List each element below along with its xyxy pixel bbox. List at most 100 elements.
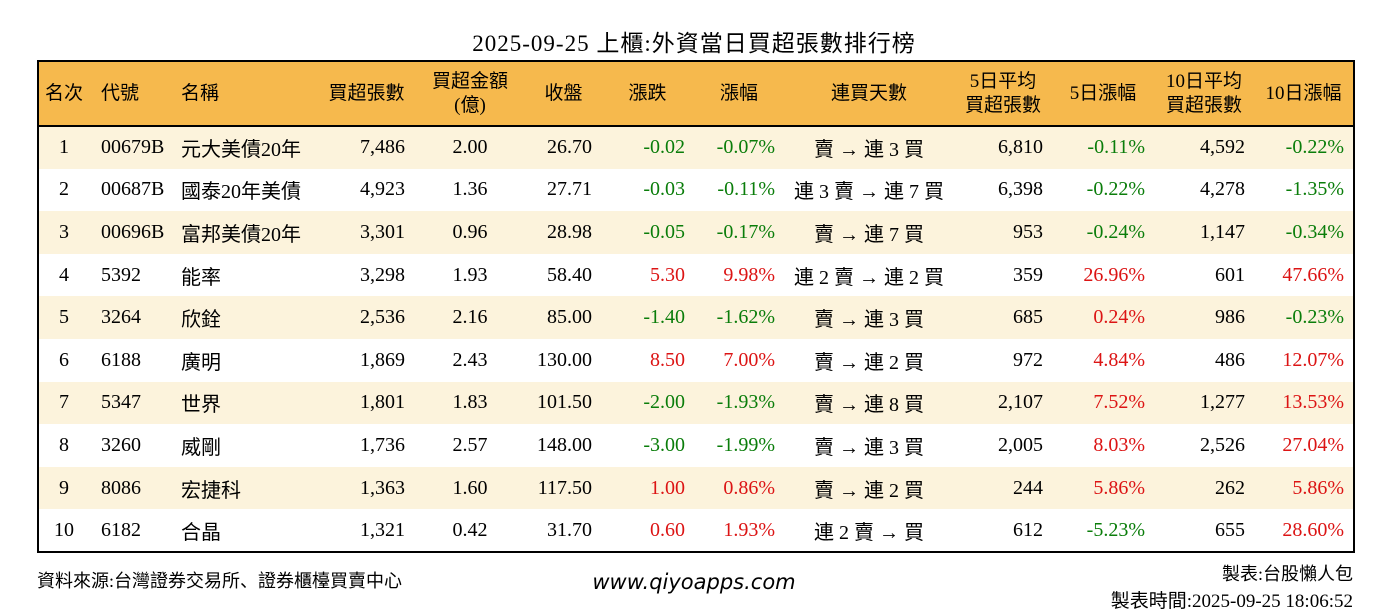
cell-rank: 2 <box>59 178 69 201</box>
cell-code: 00696B <box>101 220 165 243</box>
cell-amount: 1.36 <box>452 178 488 201</box>
cell-streak: 連 2 賣 → 買 <box>814 521 924 544</box>
cell-change: -2.00 <box>643 391 685 414</box>
cell-rank: 5 <box>59 306 69 329</box>
cell-change_pct: 1.93% <box>723 518 775 541</box>
col-header-change-pct: 漲幅 <box>694 61 784 127</box>
cell-amount: 1.60 <box>452 476 488 499</box>
cell-streak: 連 2 賣 → 連 2 買 <box>794 266 944 289</box>
cell-code: 3264 <box>101 306 141 329</box>
report-table: 名次 代號 名稱 買超張數 買超金額 (億) 收盤 漲跌 漲幅 連買天數 5日平… <box>37 60 1355 553</box>
cell-pct10: 27.04% <box>1282 433 1344 456</box>
cell-close: 101.50 <box>537 391 592 414</box>
table-row: 2 00687B 國泰20年美債 4,923 1.36 27.71 -0.03 -0.11% 連… <box>38 168 1354 212</box>
cell-change: 0.60 <box>650 518 685 541</box>
cell-code: 5392 <box>101 263 141 286</box>
table-header: 名次 代號 名稱 買超張數 買超金額 (億) 收盤 漲跌 漲幅 連買天數 5日平… <box>38 61 1354 127</box>
cell-amount: 0.96 <box>452 220 488 243</box>
cell-avg5: 685 <box>1013 306 1043 329</box>
cell-avg10: 1,147 <box>1200 220 1245 243</box>
cell-streak: 賣 → 連 3 買 <box>814 436 924 459</box>
cell-avg10: 4,278 <box>1200 178 1245 201</box>
cell-net_buy: 2,536 <box>360 306 405 329</box>
cell-pct10: 47.66% <box>1282 263 1344 286</box>
cell-pct5: 8.03% <box>1093 433 1145 456</box>
cell-close: 85.00 <box>547 306 592 329</box>
cell-code: 6182 <box>101 518 141 541</box>
cell-pct10: -0.23% <box>1285 306 1344 329</box>
cell-streak: 賣 → 連 3 買 <box>814 139 924 162</box>
cell-avg10: 655 <box>1215 518 1245 541</box>
col-header-avg5: 5日平均 買超張數 <box>954 61 1052 127</box>
cell-code: 8086 <box>101 476 141 499</box>
cell-pct5: 5.86% <box>1093 476 1145 499</box>
cell-avg5: 2,107 <box>998 391 1043 414</box>
table-row: 7 5347 世界 1,801 1.83 101.50 -2.00 -1.93% 賣 → 連 8… <box>38 381 1354 425</box>
cell-change_pct: -0.07% <box>716 136 775 159</box>
cell-pct10: -1.35% <box>1285 178 1344 201</box>
cell-avg5: 972 <box>1013 348 1043 371</box>
cell-change: -0.05 <box>643 220 685 243</box>
cell-streak: 賣 → 連 2 買 <box>814 351 924 374</box>
cell-streak: 賣 → 連 7 買 <box>814 223 924 246</box>
cell-pct5: -0.11% <box>1087 136 1145 159</box>
cell-avg10: 486 <box>1215 348 1245 371</box>
cell-net_buy: 1,321 <box>360 518 405 541</box>
cell-avg10: 1,277 <box>1200 391 1245 414</box>
col-header-pct10: 10日漲幅 <box>1254 61 1354 127</box>
cell-name: 富邦美債20年 <box>181 223 301 246</box>
header-row: 名次 代號 名稱 買超張數 買超金額 (億) 收盤 漲跌 漲幅 連買天數 5日平… <box>38 61 1354 127</box>
cell-code: 00679B <box>101 136 165 159</box>
cell-pct10: -0.34% <box>1285 220 1344 243</box>
cell-change_pct: 7.00% <box>723 348 775 371</box>
page-title: 2025-09-25 上櫃:外資當日買超張數排行榜 <box>472 31 916 56</box>
footer-timestamp: 製表時間:2025-09-25 18:06:52 <box>1110 591 1353 612</box>
cell-name: 宏捷科 <box>181 479 241 502</box>
cell-name: 威剛 <box>181 436 221 459</box>
cell-name: 世界 <box>181 394 221 417</box>
cell-code: 6188 <box>101 348 141 371</box>
cell-name: 欣銓 <box>181 309 221 332</box>
table-body: 1 00679B 元大美債20年 7,486 2.00 26.70 -0.02 -0.07% 賣… <box>38 126 1354 552</box>
cell-net_buy: 1,363 <box>360 476 405 499</box>
cell-pct10: 13.53% <box>1282 391 1344 414</box>
cell-avg5: 612 <box>1013 518 1043 541</box>
cell-rank: 7 <box>59 391 69 414</box>
cell-net_buy: 7,486 <box>360 136 405 159</box>
cell-name: 國泰20年美債 <box>181 181 301 204</box>
cell-net_buy: 1,736 <box>360 433 405 456</box>
cell-net_buy: 3,298 <box>360 263 405 286</box>
cell-pct5: -0.22% <box>1086 178 1145 201</box>
col-header-amount: 買超金額 (億) <box>414 61 526 127</box>
cell-close: 27.71 <box>547 178 592 201</box>
table-row: 10 6182 合晶 1,321 0.42 31.70 0.60 1.93% 連 2 賣 → 買… <box>38 509 1354 552</box>
cell-streak: 賣 → 連 3 買 <box>814 309 924 332</box>
cell-pct5: 4.84% <box>1093 348 1145 371</box>
cell-change_pct: -0.11% <box>717 178 775 201</box>
cell-avg10: 2,526 <box>1200 433 1245 456</box>
cell-close: 28.98 <box>547 220 592 243</box>
cell-change_pct: -1.99% <box>716 433 775 456</box>
cell-amount: 1.83 <box>452 391 488 414</box>
cell-streak: 賣 → 連 8 買 <box>814 394 924 417</box>
col-header-name: 名稱 <box>169 61 319 127</box>
col-header-streak: 連買天數 <box>784 61 954 127</box>
cell-avg10: 4,592 <box>1200 136 1245 159</box>
cell-amount: 2.57 <box>452 433 488 456</box>
cell-avg5: 953 <box>1013 220 1043 243</box>
cell-rank: 9 <box>59 476 69 499</box>
cell-change_pct: 0.86% <box>723 476 775 499</box>
cell-change: -3.00 <box>643 433 685 456</box>
cell-avg5: 244 <box>1013 476 1043 499</box>
cell-code: 5347 <box>101 391 141 414</box>
cell-rank: 1 <box>59 136 69 159</box>
cell-net_buy: 1,801 <box>360 391 405 414</box>
cell-avg10: 601 <box>1215 263 1245 286</box>
col-header-close: 收盤 <box>526 61 601 127</box>
cell-pct5: -5.23% <box>1086 518 1145 541</box>
cell-amount: 2.43 <box>452 348 488 371</box>
table-row: 1 00679B 元大美債20年 7,486 2.00 26.70 -0.02 -0.07% 賣… <box>38 126 1354 169</box>
cell-pct5: -0.24% <box>1086 220 1145 243</box>
cell-rank: 8 <box>59 433 69 456</box>
cell-change: -0.02 <box>643 136 685 159</box>
